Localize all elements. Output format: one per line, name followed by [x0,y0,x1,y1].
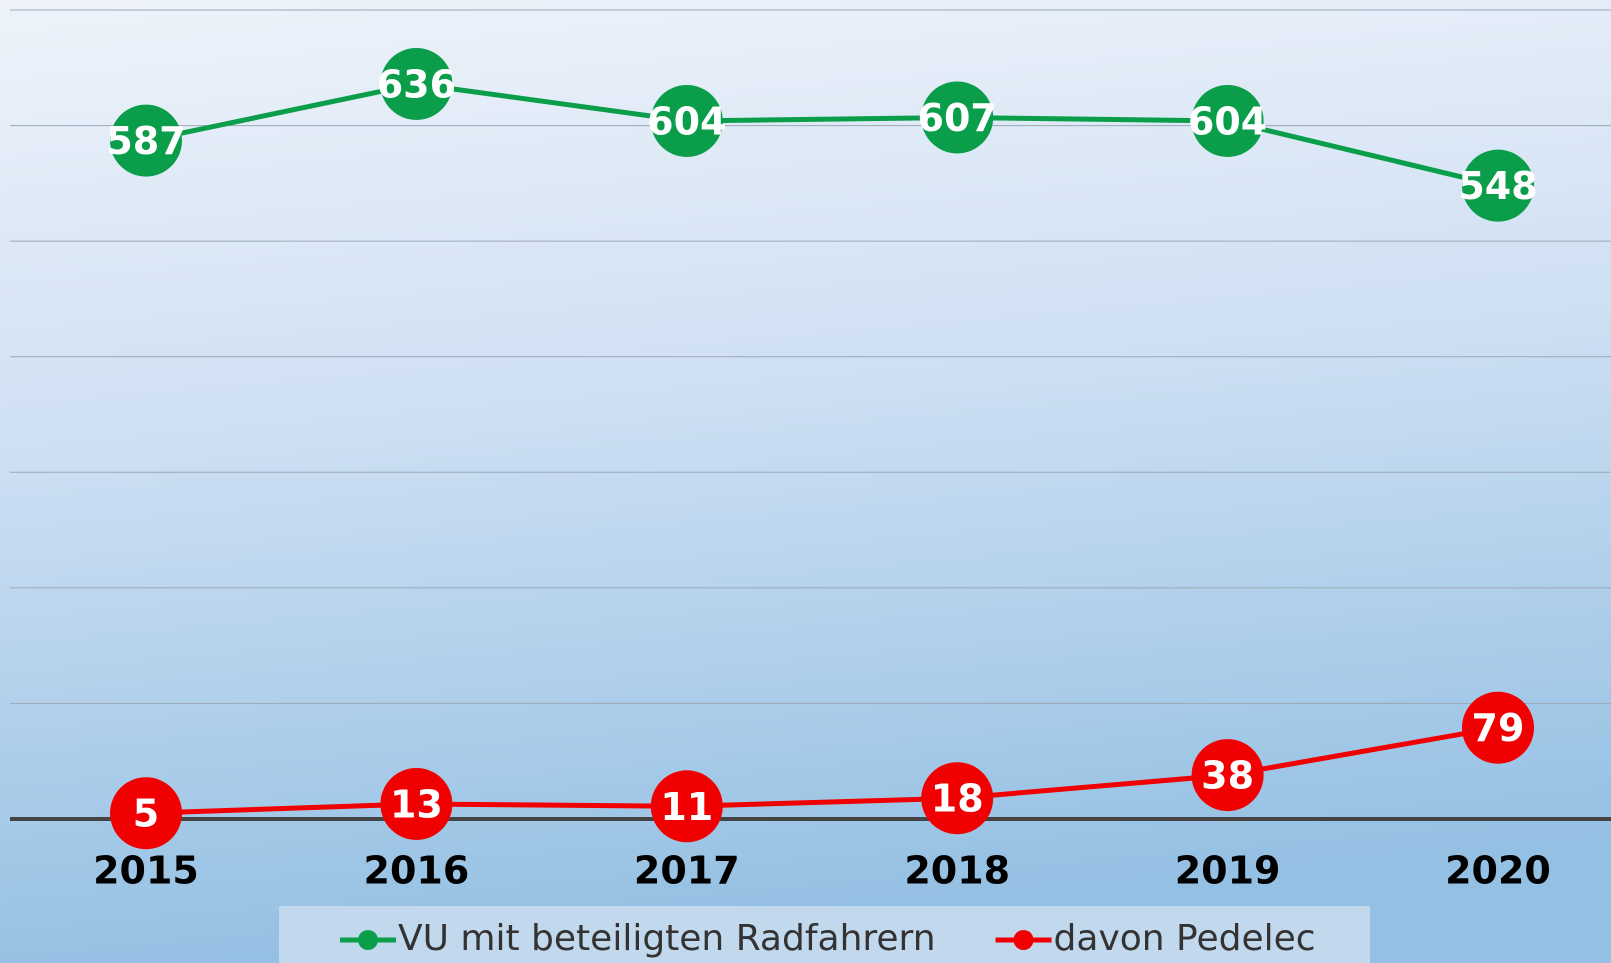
data-label: 604 [647,99,726,143]
marker [110,777,182,850]
x-tick-label: 2016 [364,849,470,893]
marker [1462,691,1534,764]
legend-box [279,906,1370,963]
data-label: 548 [1458,164,1537,208]
marker [650,84,723,157]
marker [650,770,723,843]
marker [1191,84,1264,157]
marker [921,81,994,154]
legend-label: VU mit beteiligten Radfahrern [398,918,936,959]
marker [380,767,453,840]
data-label: 18 [931,777,984,821]
legend-label: davon Pedelec [1054,918,1316,959]
marker [1191,739,1264,812]
data-label: 604 [1188,99,1267,143]
data-label: 636 [377,62,456,106]
marker [1462,149,1534,222]
marker [921,762,994,835]
x-tick-label: 2017 [634,849,740,893]
line [145,81,1499,189]
data-label: 11 [660,785,713,829]
data-label: 5 [133,792,159,836]
data-label: 79 [1472,706,1525,750]
legend-marker [358,930,378,950]
data-label: 13 [390,782,443,826]
x-tick-label: 2018 [904,849,1010,893]
legend-marker [1013,930,1034,950]
x-tick-label: 2015 [93,849,199,893]
marker [110,104,182,177]
x-tick-label: 2020 [1445,849,1551,893]
marker [380,47,453,120]
data-label: 587 [106,119,185,163]
data-label: 607 [918,96,997,140]
line [145,725,1499,816]
x-tick-label: 2019 [1175,849,1281,893]
data-label: 38 [1201,754,1254,798]
